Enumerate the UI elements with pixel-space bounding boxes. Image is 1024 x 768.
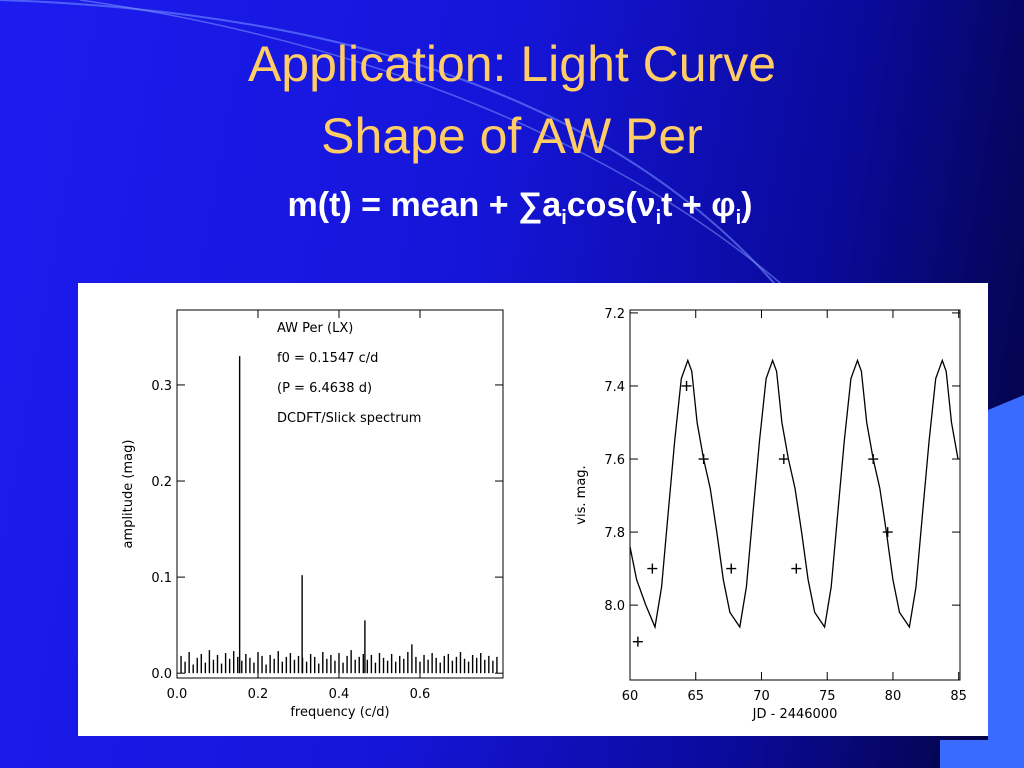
x-axis-label: frequency (c/d) <box>290 705 389 720</box>
x-tick-label: 60 <box>622 689 639 704</box>
y-tick-label: 8.0 <box>604 599 625 614</box>
x-axis-label: JD - 2446000 <box>752 707 838 722</box>
annotation: DCDFT/Slick spectrum <box>277 411 421 426</box>
y-tick-label: 7.8 <box>604 526 625 541</box>
x-tick-label: 70 <box>753 689 770 704</box>
x-tick-label: 75 <box>819 689 836 704</box>
formula-part: ) <box>741 186 753 224</box>
plot-frame <box>176 309 504 679</box>
y-tick-label: 0.1 <box>151 571 172 586</box>
y-tick-label: 7.6 <box>604 453 625 468</box>
formula-subscript: i <box>655 206 662 229</box>
observation-marker <box>726 563 737 574</box>
y-tick-label: 7.4 <box>604 380 625 395</box>
observation-marker <box>868 454 879 465</box>
formula-subscript: i <box>735 206 742 229</box>
y-axis-label: vis. mag. <box>574 465 589 524</box>
formula-subscript: i <box>561 206 567 229</box>
observation-marker <box>778 454 789 465</box>
x-tick-label: 0.6 <box>410 687 431 702</box>
x-tick-label: 0.2 <box>248 687 269 702</box>
annotation: (P = 6.4638 d) <box>277 381 372 396</box>
x-tick-label: 65 <box>687 689 704 704</box>
x-tick-label: 0.0 <box>167 687 188 702</box>
observation-marker <box>632 636 643 647</box>
title-line: Application: Light Curve <box>247 36 777 92</box>
observation-marker <box>791 563 802 574</box>
light-curve <box>629 358 959 630</box>
annotation: f0 = 0.1547 c/d <box>277 351 378 366</box>
observation-marker <box>882 527 893 538</box>
y-tick-label: 7.2 <box>604 307 625 322</box>
formula: m(t) = mean + ∑aicos(νit + φi) <box>0 186 1024 230</box>
formula-part: t + φ <box>661 186 736 224</box>
y-tick-label: 0.3 <box>151 379 172 394</box>
y-tick-label: 0.2 <box>151 475 172 490</box>
formula-part: m(t) = mean + ∑a <box>287 186 562 224</box>
observation-marker <box>647 563 658 574</box>
observation-marker <box>681 380 692 391</box>
x-tick-label: 80 <box>885 689 902 704</box>
x-tick-label: 0.4 <box>329 687 350 702</box>
annotation: AW Per (LX) <box>277 321 353 336</box>
title-line: Shape of AW Per <box>321 108 703 164</box>
plot-frame <box>629 309 961 681</box>
y-axis-label: amplitude (mag) <box>121 440 136 549</box>
x-tick-label: 85 <box>950 689 967 704</box>
observation-marker <box>698 454 709 465</box>
formula-part: cos(ν <box>566 186 656 224</box>
y-tick-label: 0.0 <box>151 667 172 682</box>
